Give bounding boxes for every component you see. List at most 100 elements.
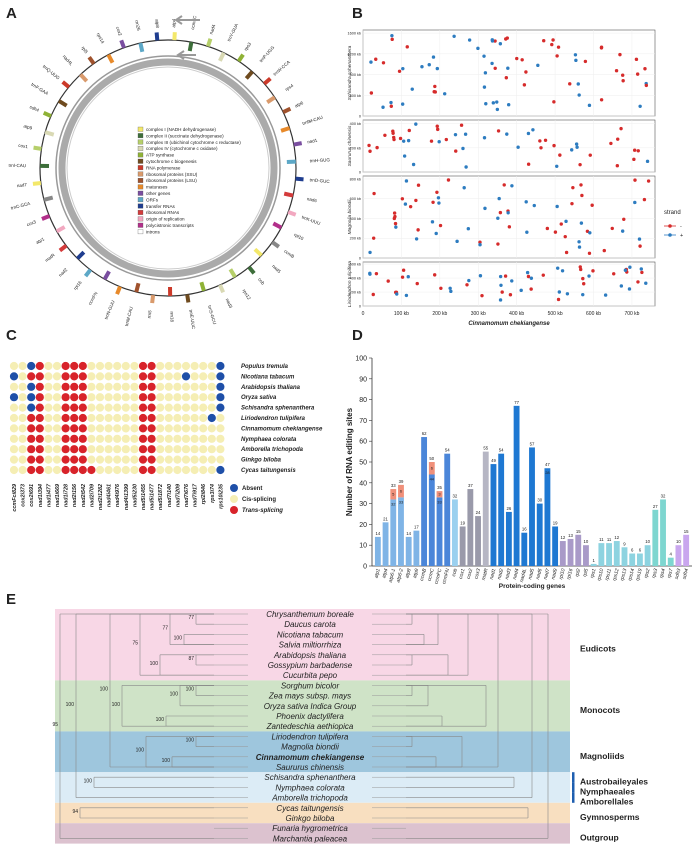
gene-label-trnD-GUC: trnD-GUC (309, 177, 330, 184)
intron-dot (70, 424, 79, 433)
support-value: 77 (188, 615, 194, 621)
species-label: Nicotiana tabacum (241, 374, 295, 380)
legend-swatch (137, 139, 144, 145)
intron-dot (130, 393, 139, 402)
gene-block-ccmFN (102, 270, 111, 281)
support-value: 100 (174, 636, 183, 642)
scatter-point (392, 211, 397, 215)
gene-block-ccmFC (187, 41, 194, 52)
scatter-point (587, 103, 592, 108)
intron-label: nad2i542 (81, 484, 87, 507)
clade-marker (572, 782, 575, 793)
scatter-point (495, 100, 499, 104)
legend-label: other genes (146, 191, 171, 196)
scatter-point (599, 46, 604, 50)
intron-dot (121, 445, 130, 454)
legend-swatch (137, 152, 144, 158)
intron-dot (164, 413, 173, 423)
intron-dot (87, 413, 96, 423)
intron-dot (52, 413, 62, 423)
intron-dot (61, 445, 70, 454)
support-value: 94 (72, 809, 78, 815)
intron-dot (138, 372, 148, 381)
intron-dot (87, 465, 96, 475)
bar-cox1 (459, 526, 466, 566)
intron-dot (181, 403, 191, 412)
scatter-point (484, 102, 488, 106)
scatter-point (478, 240, 482, 244)
x-tick-label: atp6-1 (388, 568, 398, 583)
x-tick-label: cox2 (466, 568, 475, 580)
bar-inner-label: 28 (545, 470, 550, 475)
scatter-point (478, 274, 483, 278)
intron-dot (18, 455, 27, 464)
taxon-label: Oryza sativa Indica Group (264, 702, 357, 711)
scatter-point (571, 185, 575, 190)
intron-dot (27, 372, 36, 381)
scatter-point (525, 230, 529, 234)
intron-dot (78, 393, 87, 402)
legend-dot (668, 224, 672, 228)
scatter-point (368, 272, 372, 276)
legend-swatch (137, 126, 144, 132)
species-label: Schisandra sphenanthera (241, 406, 315, 412)
intron-dot (121, 413, 130, 423)
scatter-point (603, 293, 608, 297)
scatter-point (369, 91, 374, 95)
intron-label: cox2i691 (29, 484, 35, 507)
intron-dot (156, 424, 165, 433)
intron-dot (181, 361, 191, 371)
scatter-point (407, 128, 411, 133)
intron-dot (181, 424, 191, 433)
scatter-point (414, 122, 418, 126)
intron-dot (216, 434, 225, 443)
intron-dot (78, 465, 87, 475)
facet-panel (362, 119, 656, 173)
scatter-point (645, 159, 650, 164)
intron-dot (52, 445, 62, 454)
intron-dot (147, 424, 156, 433)
taxon-label: Salvia miltiorrhiza (279, 641, 342, 650)
intron-dot (27, 434, 36, 443)
intron-dot (27, 382, 36, 391)
scatter-point (556, 297, 561, 302)
scatter-point (402, 154, 407, 158)
legend-swatch (137, 178, 144, 183)
scatter-point (616, 137, 620, 141)
intron-dot (113, 445, 122, 454)
gene-block-nad2 (76, 250, 86, 260)
y-tick-label: 90 (359, 376, 367, 383)
scatter-point (644, 83, 649, 88)
intron-dot (207, 372, 216, 381)
inner-ring-outer (55, 55, 281, 281)
scatter-point (381, 105, 385, 109)
intron-dot (121, 434, 130, 443)
scatter-point (465, 283, 469, 287)
intron-dot (35, 382, 44, 391)
panel-letter-e: E (6, 591, 16, 608)
scatter-point (394, 225, 398, 229)
gene-block-cox2 (119, 39, 126, 49)
gene-block-nad5 (253, 247, 263, 257)
intron-dot (44, 445, 53, 454)
bar-rps3 (652, 509, 659, 566)
intron-dot (78, 382, 87, 391)
intron-dot (35, 455, 44, 464)
legend-swatch (137, 210, 144, 215)
intron-dot (181, 393, 191, 402)
scatter-point (531, 128, 535, 132)
y-tick-label: 800 kb (350, 73, 361, 77)
legend-swatch (137, 184, 144, 190)
scatter-point (397, 69, 402, 73)
intron-label: nad1i669 (55, 484, 61, 507)
legend-label: introns (146, 229, 160, 234)
gene-label-trnH-GUG: trnH-GUG (310, 157, 331, 163)
scatter-point (577, 93, 581, 97)
scatter-point (476, 46, 480, 51)
intron-dot (61, 361, 70, 371)
intron-dot (18, 382, 27, 391)
intron-dot (9, 424, 19, 433)
y-tick-label: 400 kb (350, 217, 361, 221)
y-tick-label: 200 kb (350, 291, 361, 295)
bar-ccmB (421, 437, 428, 566)
